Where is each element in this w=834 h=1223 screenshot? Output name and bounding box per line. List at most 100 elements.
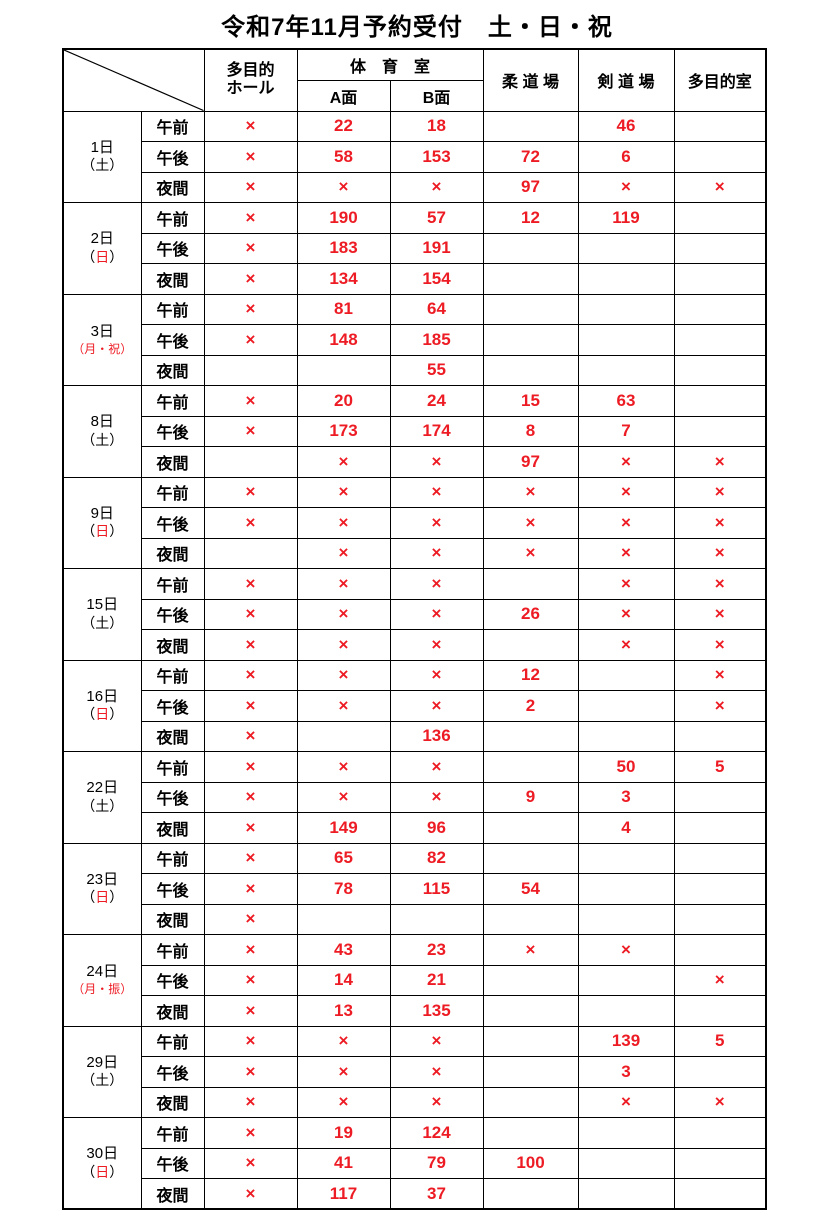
- open-paren: （: [81, 157, 96, 174]
- date-note-text: 土: [95, 797, 110, 814]
- value-cell-empty: [482, 812, 579, 844]
- col-header-hall-line2: ホール: [226, 80, 275, 98]
- col-header-hall-line1: 多目的: [226, 61, 275, 79]
- table-header: 多目的 ホール 体 育 室 柔 道 場 剣 道 場 多目的室 A面 B面: [62, 48, 767, 112]
- date-note-text: 日: [95, 1163, 110, 1180]
- value-cell-closed: ×: [203, 781, 298, 813]
- date-note-text: 月・祝: [84, 341, 121, 356]
- table-row: 午後 × 78 115 54: [63, 873, 767, 905]
- col-header-judo: 柔 道 場: [482, 48, 579, 112]
- value-cell-count: 154: [389, 263, 484, 295]
- value-cell-count: 117: [296, 1178, 391, 1210]
- date-label: 23日: [86, 870, 119, 888]
- close-paren: ）: [109, 706, 124, 723]
- value-cell-empty: [296, 720, 391, 752]
- value-cell-count: 19: [296, 1117, 391, 1149]
- table-row: 夜間 × 13 135: [63, 995, 767, 1027]
- value-cell-closed: ×: [296, 659, 391, 691]
- date-cell: 15日 （土）: [62, 568, 142, 661]
- table-row: 23日 （日） 午前 × 65 82: [62, 842, 767, 935]
- value-cell-closed: ×: [389, 598, 484, 630]
- time-slot-label: 午前: [140, 751, 205, 783]
- date-note: （月・祝）: [64, 341, 140, 357]
- close-paren: ）: [109, 523, 124, 540]
- value-cell-closed: ×: [577, 537, 675, 569]
- value-cell-closed: ×: [482, 507, 579, 539]
- date-label: 22日: [86, 779, 119, 797]
- value-cell-empty: [577, 964, 675, 996]
- value-cell-empty: [673, 202, 767, 234]
- time-slot-label: 午後: [140, 324, 205, 356]
- value-cell-count: 79: [389, 1147, 484, 1179]
- date-label: 1日: [90, 138, 114, 156]
- close-paren: ）: [120, 982, 133, 997]
- value-cell-count: 134: [296, 263, 391, 295]
- value-cell-empty: [482, 354, 579, 386]
- time-slot-label: 午前: [140, 568, 205, 600]
- value-cell-closed: ×: [389, 171, 484, 203]
- value-cell-closed: ×: [673, 537, 767, 569]
- close-paren: ）: [109, 797, 124, 814]
- date-label: 3日: [90, 322, 114, 340]
- value-cell-count: 2: [482, 690, 579, 722]
- value-cell-closed: ×: [389, 446, 484, 478]
- value-cell-empty: [673, 812, 767, 844]
- open-paren: （: [81, 431, 96, 448]
- date-cell: 1日 （土）: [62, 110, 142, 203]
- close-paren: ）: [109, 1163, 124, 1180]
- value-cell-count: 8: [482, 415, 579, 447]
- value-cell-count: 15: [482, 385, 579, 417]
- value-cell-count: 72: [482, 141, 579, 173]
- value-cell-empty: [482, 110, 579, 142]
- corner-cell: [62, 48, 205, 112]
- date-label: 15日: [86, 596, 119, 614]
- table-row: 午後 × 183 191: [63, 232, 767, 264]
- time-slot-label: 午後: [140, 598, 205, 630]
- time-slot-label: 夜間: [140, 720, 205, 752]
- value-cell-closed: ×: [673, 568, 767, 600]
- value-cell-closed: ×: [203, 263, 298, 295]
- time-slot-label: 午前: [140, 934, 205, 966]
- time-slot-label: 夜間: [140, 537, 205, 569]
- table-row: 夜間 × × × × ×: [63, 1086, 767, 1118]
- value-cell-closed: ×: [296, 781, 391, 813]
- open-paren: （: [81, 797, 96, 814]
- value-cell-empty: [482, 1056, 579, 1088]
- value-cell-closed: ×: [203, 995, 298, 1027]
- value-cell-count: 12: [482, 202, 579, 234]
- date-note: （土）: [64, 431, 140, 450]
- value-cell-empty: [482, 995, 579, 1027]
- value-cell-empty: [673, 232, 767, 264]
- value-cell-empty: [673, 415, 767, 447]
- value-cell-closed: ×: [296, 598, 391, 630]
- table-row: 午後 × 148 185: [63, 324, 767, 356]
- value-cell-closed: ×: [296, 1056, 391, 1088]
- table-row: 16日 （日） 午前 × × × 12 ×: [62, 659, 767, 752]
- value-cell-count: 14: [296, 964, 391, 996]
- date-label: 9日: [90, 504, 114, 522]
- value-cell-count: 9: [482, 781, 579, 813]
- date-label: 2日: [90, 230, 114, 248]
- col-header-gym: 体 育 室: [296, 48, 484, 81]
- value-cell-closed: ×: [673, 598, 767, 630]
- table-row: 8日 （土） 午前 × 20 24 15 63: [62, 385, 767, 478]
- date-note: （土）: [64, 1072, 140, 1090]
- value-cell-closed: ×: [296, 629, 391, 661]
- value-cell-closed: ×: [389, 507, 484, 539]
- table-row: 30日 （日） 午前 × 19 124: [62, 1117, 767, 1210]
- close-paren: ）: [109, 431, 124, 448]
- reservation-table: 多目的 ホール 体 育 室 柔 道 場 剣 道 場 多目的室 A面 B面 1日（…: [62, 48, 767, 1210]
- date-label: 24日: [86, 963, 119, 981]
- table-row: 15日 （土） 午前 × × × × ×: [62, 568, 767, 661]
- date-note-text: 日: [95, 248, 110, 265]
- table-row: 午後 × 14 21 ×: [63, 964, 767, 996]
- table-row: 午後 × × × 2 ×: [63, 690, 767, 722]
- table-row: 夜間 × × × × ×: [63, 537, 767, 569]
- value-cell-count: 3: [577, 781, 675, 813]
- table-row: 午後 × × × 9 3: [63, 781, 767, 813]
- value-cell-count: 22: [296, 110, 391, 142]
- value-cell-empty: [577, 232, 675, 264]
- value-cell-closed: ×: [673, 476, 767, 508]
- value-cell-closed: ×: [673, 507, 767, 539]
- date-note-text: 日: [95, 889, 110, 906]
